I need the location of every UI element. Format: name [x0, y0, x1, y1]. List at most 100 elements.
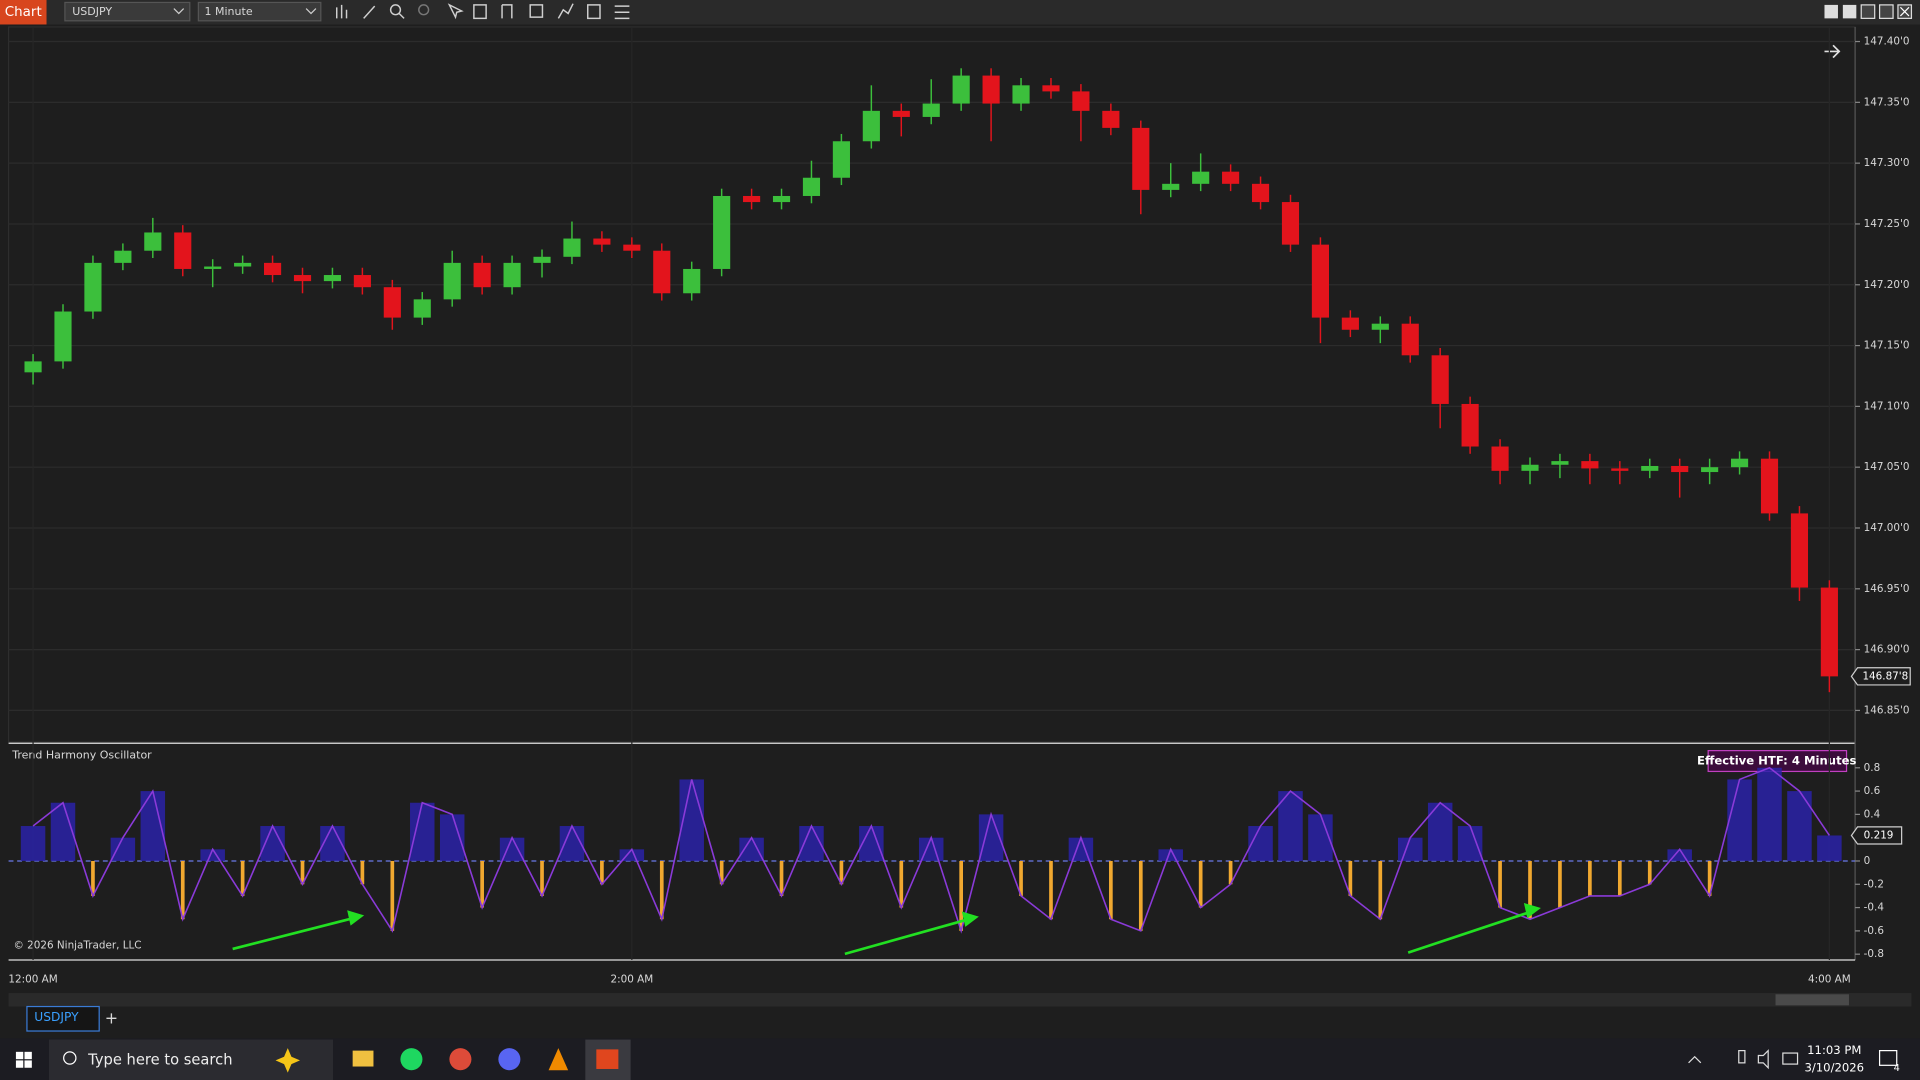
instrument-label[interactable]: USDJPY [72, 5, 112, 18]
y-tick-label: 146.95'0 [1864, 583, 1910, 595]
candle-body [1162, 183, 1180, 190]
osc-bar [1757, 767, 1782, 861]
osc-bar [659, 860, 664, 920]
candle-body [1192, 171, 1210, 184]
osc-bar [1019, 860, 1023, 896]
candle-body [1731, 458, 1749, 468]
candle-body [1401, 323, 1419, 356]
scrollbar[interactable] [8, 993, 1912, 1007]
add-tab[interactable]: + [105, 1008, 118, 1027]
osc-bar [1228, 860, 1233, 885]
osc-bar [439, 814, 465, 861]
osc-bar [1617, 860, 1622, 896]
candle-body [922, 103, 940, 117]
osc-bar [410, 802, 435, 861]
candle-body [413, 299, 431, 318]
osc-bar [1348, 860, 1353, 896]
annotation-arrows [232, 902, 1541, 956]
osc-bar [899, 860, 904, 908]
candle-body [982, 75, 1000, 104]
y-tick-label: 147.25'0 [1864, 218, 1910, 230]
search-placeholder[interactable]: Type here to search [87, 1051, 232, 1068]
search-icon [63, 1051, 77, 1065]
vlc-icon[interactable] [548, 1048, 569, 1071]
osc-bar [540, 860, 544, 896]
candle-body [1581, 461, 1599, 469]
indicator-title: Trend Harmony Oscillator [11, 749, 152, 762]
toolbar-icons[interactable] [336, 3, 630, 20]
ninjatrader-icon [596, 1049, 619, 1069]
osc-bar [959, 860, 963, 931]
tray-icons[interactable] [1688, 1049, 1799, 1070]
osc-bar [839, 860, 844, 885]
dropdown-caret [173, 8, 185, 15]
candle-body [563, 238, 581, 257]
osc-bar [1457, 826, 1483, 861]
instrument-tab-label[interactable]: USDJPY [34, 1010, 79, 1024]
candle-body [1251, 183, 1270, 203]
y-tick-label: 146.90'0 [1864, 644, 1910, 656]
y-tick-label: 147.15'0 [1864, 340, 1910, 352]
candle-body [323, 275, 342, 282]
current-value-label: 0.219 [1864, 829, 1894, 841]
candle-body [1341, 317, 1359, 330]
chrome-icon[interactable] [449, 1048, 472, 1071]
osc-bar [1158, 849, 1183, 861]
candle-body [1072, 91, 1090, 111]
y-tick-label: -0.8 [1864, 948, 1884, 960]
scrollbar-thumb[interactable] [1775, 994, 1849, 1006]
osc-bar [180, 860, 185, 920]
current-price-marker [1850, 667, 1911, 686]
instrument-tab[interactable] [26, 1005, 100, 1032]
osc-line [32, 766, 1831, 934]
candle-body [264, 262, 282, 276]
osc-bar [1068, 837, 1094, 861]
candle-body [832, 141, 850, 178]
candle-body [24, 361, 42, 373]
candle-body [1371, 323, 1389, 330]
y-tick-label: 147.35'0 [1864, 96, 1910, 108]
candle-body [772, 195, 791, 203]
discord-icon[interactable] [498, 1048, 521, 1071]
spotify-icon[interactable] [400, 1048, 423, 1071]
y-tick-label: 147.10'0 [1864, 400, 1910, 412]
osc-bar [1647, 860, 1652, 885]
candle-body [1222, 171, 1240, 184]
candle-body [1012, 85, 1030, 104]
candle-body [1042, 85, 1060, 92]
candle-body [623, 244, 641, 251]
candle-body [1701, 467, 1719, 473]
notification-icon[interactable] [1878, 1050, 1898, 1066]
osc-bar [1817, 835, 1842, 861]
candle-body [1281, 202, 1300, 245]
clock-time[interactable]: 11:03 PM [1807, 1043, 1861, 1057]
candle-body [1491, 446, 1509, 471]
candle-body [114, 250, 132, 263]
scroll-to-end[interactable] [1824, 44, 1841, 59]
plot-layer: 146.85'0 146.90'0 146.95'0 147.00'0 147.05'0… [8, 26, 1911, 986]
candle-body [1760, 458, 1779, 514]
start-button[interactable] [15, 1051, 32, 1068]
app-tab-label[interactable]: Chart [5, 5, 42, 20]
y-tick-label: 146.85'0 [1864, 704, 1910, 716]
window-controls[interactable] [1824, 4, 1913, 19]
explorer-icon[interactable] [352, 1050, 374, 1067]
osc-bar [1378, 860, 1383, 920]
osc-bar [20, 826, 46, 861]
osc-bar [300, 860, 305, 885]
candle-body [204, 266, 222, 269]
osc-bar [619, 849, 645, 861]
candle-body [1461, 403, 1479, 447]
candle-body [1311, 244, 1329, 318]
interval-label[interactable]: 1 Minute [204, 5, 252, 18]
app-tab[interactable] [0, 0, 47, 25]
y-tick-label: 147.05'0 [1864, 461, 1910, 473]
candle-body [862, 110, 880, 142]
candle-body [743, 195, 761, 203]
instrument-select[interactable] [64, 1, 191, 22]
candle-body [1132, 127, 1150, 190]
interval-select[interactable] [197, 1, 322, 22]
osc-bar [600, 860, 604, 885]
candle-body [144, 232, 162, 251]
clock-date[interactable]: 3/10/2026 [1804, 1060, 1864, 1074]
